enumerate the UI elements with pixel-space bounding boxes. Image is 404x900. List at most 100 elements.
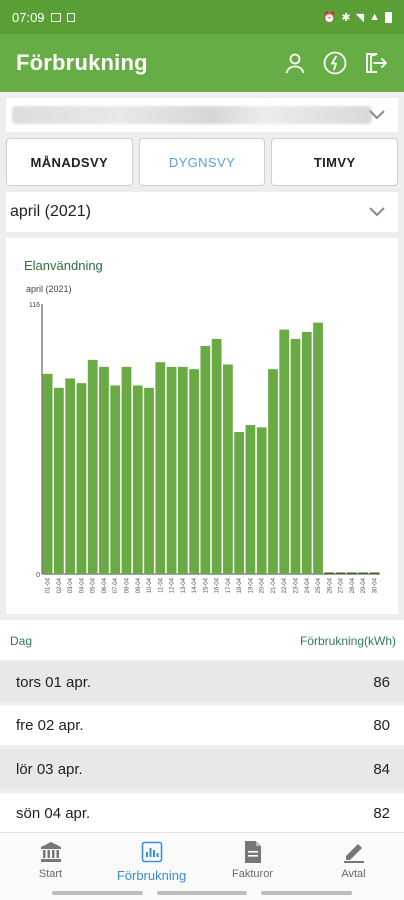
nav-contracts-label: Avtal	[341, 868, 366, 880]
status-time: 07:09	[12, 9, 45, 25]
chart-bar	[268, 369, 278, 574]
alarm-icon: ⏰	[322, 11, 337, 24]
row-day: tors 01 apr.	[16, 673, 92, 691]
x-tick-label: 25-04	[316, 577, 322, 593]
row-day: lör 03 apr.	[16, 760, 83, 778]
wifi-icon: ◥	[355, 11, 365, 24]
chart-bar	[166, 366, 177, 574]
x-tick-label: 16-04	[215, 577, 221, 593]
chart-bar	[335, 572, 346, 574]
chart-bar	[144, 387, 154, 574]
x-tick-label: 09-04	[136, 577, 142, 593]
chart-bar	[155, 362, 166, 574]
user-icon[interactable]	[282, 50, 308, 76]
row-day: fre 02 apr.	[16, 716, 84, 734]
chart-title: Elanvändning	[24, 258, 103, 273]
bank-icon	[39, 840, 63, 864]
chart-bar	[290, 338, 301, 574]
chart-bar	[256, 427, 267, 574]
chart-bar	[76, 383, 87, 574]
chart-bar	[223, 364, 233, 574]
table-row: fre 02 apr. 80	[0, 705, 404, 745]
chevron-down-icon	[369, 110, 385, 120]
bluetooth-icon: ✱	[341, 11, 351, 24]
bottom-navigation: Start Förbrukning Fakturor Avtal	[0, 832, 404, 900]
tab-daily[interactable]: DYGNSVY	[138, 138, 266, 186]
chart-bar	[132, 385, 143, 574]
chart-bar	[346, 572, 357, 574]
x-tick-label: 14-04	[192, 577, 198, 593]
status-bar: 07:09 ⏰ ✱ ◥ ▲	[0, 0, 404, 34]
pen-icon	[342, 840, 366, 864]
consumption-chart: Elanvändning april (2021) 0 116 01-04 02-04…	[6, 238, 398, 614]
x-tick-label: 10-04	[147, 577, 153, 593]
x-tick-label: 05-04	[91, 577, 97, 593]
period-value: april (2021)	[10, 203, 91, 220]
battery-icon	[385, 11, 392, 23]
x-tick-label: 19-04	[248, 577, 254, 593]
table-row: lör 03 apr. 84	[0, 749, 404, 789]
x-tick-label: 13-04	[181, 577, 187, 593]
tab-monthly[interactable]: MÅNADSVY	[6, 138, 133, 186]
x-tick-label: 03-04	[68, 577, 74, 593]
row-value: 84	[373, 760, 390, 778]
facility-dropdown[interactable]	[6, 98, 398, 132]
nav-invoices-label: Fakturor	[232, 868, 273, 880]
chart-bar	[279, 329, 290, 574]
page-title: Förbrukning	[16, 50, 148, 75]
nav-contracts[interactable]: Avtal	[303, 833, 404, 900]
x-tick-label: 21-04	[271, 577, 277, 593]
period-dropdown[interactable]: april (2021)	[6, 192, 398, 232]
signal-icon: ▲	[369, 11, 380, 23]
chart-bar	[110, 385, 121, 574]
chevron-down-icon	[369, 207, 385, 217]
table-row: tors 01 apr. 86	[0, 662, 404, 702]
nav-start-label: Start	[38, 868, 63, 880]
x-tick-label: 17-04	[226, 577, 232, 593]
chart-bar	[324, 572, 335, 574]
table-row: sön 04 apr. 82	[0, 793, 404, 833]
chart-icon	[140, 840, 164, 864]
tab-hourly[interactable]: TIMVY	[271, 138, 399, 186]
system-nav-indicator	[52, 891, 353, 895]
document-icon	[241, 840, 265, 864]
chart-bar	[42, 373, 53, 574]
x-tick-label: 04-04	[79, 577, 85, 593]
chart-bar	[358, 572, 368, 574]
image-notification-icon	[50, 12, 61, 22]
x-tick-label: 23-04	[294, 577, 300, 593]
chart-bar	[313, 322, 323, 574]
row-value: 86	[373, 673, 390, 691]
energy-icon[interactable]	[322, 50, 348, 76]
table-header: Dag Förbrukning(kWh)	[0, 620, 404, 660]
x-tick-label: 29-04	[361, 577, 367, 593]
column-consumption-header: Förbrukning(kWh)	[299, 634, 396, 648]
x-tick-label: 07-04	[113, 577, 119, 593]
chart-bar	[200, 345, 211, 574]
nav-consumption-label: Förbrukning	[116, 868, 187, 883]
x-tick-label: 11-04	[158, 577, 164, 593]
column-day-header: Dag	[10, 634, 33, 648]
x-tick-label: 22-04	[282, 577, 288, 593]
chart-subtitle: april (2021)	[26, 284, 72, 294]
chart-bar	[65, 378, 76, 574]
chart-bar	[121, 366, 132, 574]
row-value: 80	[373, 716, 390, 734]
chart-bar	[189, 369, 199, 574]
chart-bar	[245, 425, 256, 574]
chart-bar	[234, 432, 245, 574]
chart-bar	[177, 366, 188, 574]
x-tick-label: 30-04	[372, 577, 378, 593]
nav-invoices[interactable]: Fakturor	[202, 833, 303, 900]
chart-bar	[87, 359, 98, 574]
x-tick-label: 26-04	[327, 577, 333, 593]
x-tick-label: 28-04	[350, 577, 356, 593]
logout-icon[interactable]	[362, 50, 388, 76]
chart-bar	[211, 338, 222, 574]
nav-consumption[interactable]: Förbrukning	[101, 833, 202, 900]
row-day: sön 04 apr.	[16, 804, 91, 822]
facility-name-redacted	[12, 106, 372, 124]
nav-start[interactable]: Start	[0, 833, 101, 900]
x-tick-label: 08-04	[125, 577, 131, 593]
view-tabs: MÅNADSVY DYGNSVY TIMVY	[6, 138, 399, 186]
